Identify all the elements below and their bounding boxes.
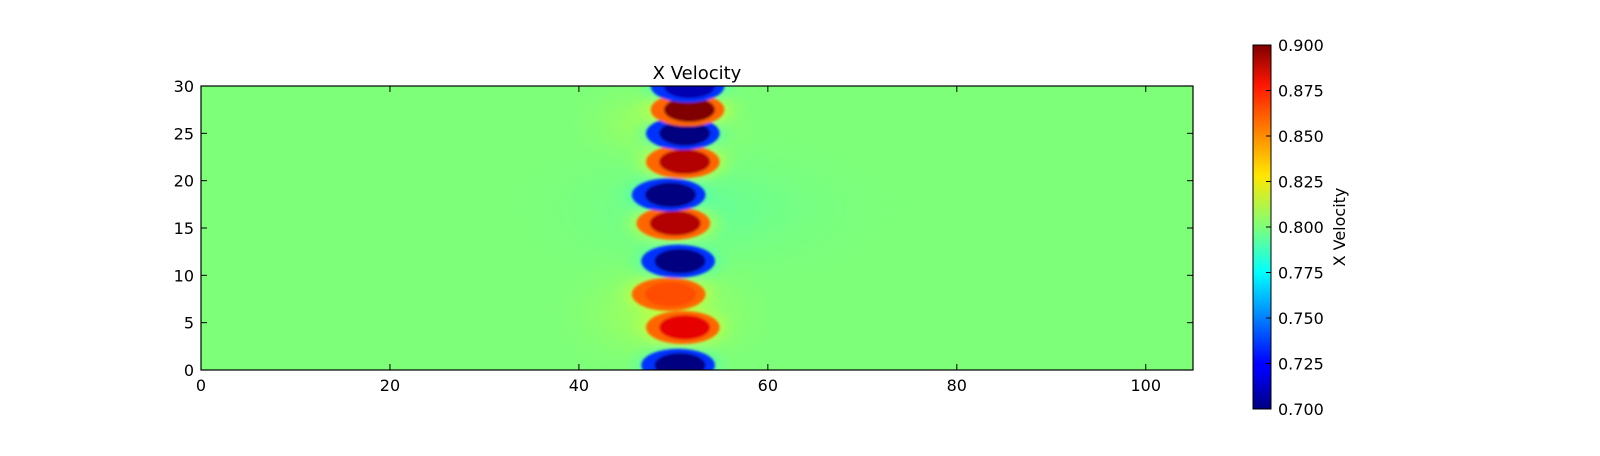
heatmap-feature-core	[663, 86, 715, 99]
heatmap-feature-8	[650, 93, 725, 127]
y-tick-label: 30	[174, 77, 194, 96]
colorbar-tick-label: 0.825	[1278, 173, 1324, 192]
colorbar-tick-label: 0.875	[1278, 82, 1324, 101]
heatmap-feature-core	[659, 149, 711, 175]
y-tick-label: 10	[174, 266, 194, 285]
colorbar-tick-label: 0.725	[1278, 355, 1324, 374]
heatmap-feature-5	[631, 178, 706, 212]
colorbar-label: X Velocity	[1330, 188, 1349, 267]
heatmap-feature-core	[659, 121, 711, 146]
heatmap-feature-core	[654, 352, 706, 370]
y-tick-label: 15	[174, 219, 194, 238]
heatmap-feature-2	[631, 277, 706, 311]
x-tick-label: 20	[380, 376, 400, 395]
heatmap-feature-6	[645, 145, 720, 179]
heatmap-feature-core	[649, 210, 701, 236]
colorbar-tick-label: 0.775	[1278, 264, 1324, 283]
y-tick-label: 25	[174, 124, 194, 143]
heatmap-feature-4	[636, 206, 711, 240]
colorbar-axis: 0.700 0.725 0.750 0.775 0.800 0.825 0.850 0.875…	[1266, 36, 1324, 419]
heatmap-feature-core	[659, 315, 711, 340]
heatmap-feature-3	[641, 244, 715, 278]
heatmap-feature-1	[645, 310, 720, 344]
heatmap-feature-core	[654, 248, 706, 274]
heatmap-feature-core	[645, 281, 697, 307]
heatmap-feature-0	[641, 348, 715, 370]
heatmap-cores	[631, 86, 725, 370]
y-tick-label: 20	[174, 172, 194, 191]
x-tick-label: 40	[569, 376, 589, 395]
x-tick-label: 60	[758, 376, 778, 395]
heatmap-plot-area	[201, 86, 1193, 370]
x-tick-label: 80	[947, 376, 967, 395]
x-tick-label: 100	[1130, 376, 1161, 395]
y-tick-label: 0	[184, 361, 194, 380]
heatmap-feature-7	[645, 116, 720, 150]
colorbar-tick-label: 0.850	[1278, 127, 1324, 146]
heatmap-feature-core	[645, 182, 697, 208]
heatmap-feature-core	[663, 97, 715, 122]
y-tick-label: 5	[184, 314, 194, 333]
x-tick-label: 0	[196, 376, 206, 395]
colorbar-tick-label: 0.800	[1278, 218, 1324, 237]
y-axis: 0 5 10 15 20 25 30	[174, 77, 1193, 380]
colorbar-tick-label: 0.700	[1278, 400, 1324, 419]
colorbar-tick-label: 0.750	[1278, 309, 1324, 328]
heatmap-feature-9	[650, 86, 725, 103]
colorbar-tick-label: 0.900	[1278, 36, 1324, 55]
x-axis: 0 20 40 60 80 100	[196, 86, 1161, 395]
chart-title: X Velocity	[653, 63, 742, 84]
